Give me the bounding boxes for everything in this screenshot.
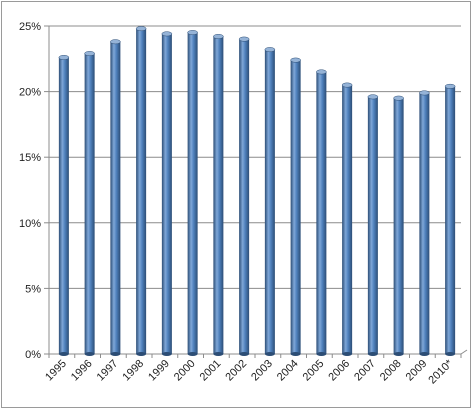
bar <box>161 31 173 356</box>
x-tick-label: 1995 <box>43 358 69 384</box>
bar <box>135 26 147 356</box>
y-tick-label: 20% <box>19 87 41 99</box>
y-tick-label: 10% <box>19 218 41 230</box>
y-tick-label: 15% <box>19 152 41 164</box>
x-tick-label: 2009 <box>404 358 430 384</box>
bar-base <box>367 352 378 356</box>
bar-top <box>444 83 456 89</box>
bar-base <box>58 352 69 356</box>
y-tick-label: 5% <box>25 283 41 295</box>
bar <box>316 69 327 356</box>
x-tick-label: 2000 <box>172 358 198 384</box>
bar <box>444 83 456 356</box>
bar-base <box>213 352 224 356</box>
bar <box>341 82 353 356</box>
bar <box>419 90 430 356</box>
x-tick-label: 2007 <box>352 358 378 384</box>
x-tick-label: 1997 <box>95 358 121 384</box>
bar <box>238 36 250 356</box>
y-axis <box>44 25 50 355</box>
bar <box>393 95 404 356</box>
bar-top <box>110 39 121 45</box>
bar-top <box>213 34 224 39</box>
bar-top <box>290 57 301 63</box>
bar-top <box>238 36 250 42</box>
bar <box>110 39 121 356</box>
bar-base <box>239 352 250 356</box>
bar-body <box>239 39 250 355</box>
bar-base <box>393 352 404 356</box>
bar <box>213 34 224 356</box>
bar-body <box>264 49 275 355</box>
bar <box>264 47 276 356</box>
bar-body <box>445 86 456 355</box>
bar-body <box>136 28 147 355</box>
bar-body <box>316 71 327 355</box>
bar-base <box>342 352 353 356</box>
bar-body <box>84 53 95 354</box>
bar <box>367 94 379 356</box>
x-tick-label: 1996 <box>69 358 95 384</box>
x-tick-label: 2006 <box>326 358 352 384</box>
x-tick-label: 2004 <box>275 358 301 384</box>
y-tick-label: 0% <box>25 349 41 361</box>
bar-top <box>135 26 147 32</box>
bar-base <box>445 352 456 356</box>
bar-body <box>290 60 301 354</box>
bar-top <box>161 31 173 37</box>
bar-body <box>110 41 121 355</box>
bar-base <box>316 352 327 356</box>
bar-top <box>316 69 327 75</box>
x-tick-label: 2008 <box>378 358 404 384</box>
bar <box>84 51 95 356</box>
x-tick-label: 2001 <box>198 358 224 384</box>
bar-body <box>342 85 353 354</box>
bar-base <box>136 352 147 356</box>
bar-body <box>161 33 172 354</box>
x-tick-label: 2005 <box>301 358 327 384</box>
bar-top <box>84 51 95 57</box>
bar-base <box>110 352 121 356</box>
bar-body <box>367 96 378 355</box>
bar-top <box>367 94 379 100</box>
bar-top <box>58 55 70 60</box>
bar-body <box>419 92 430 355</box>
x-tick-label: 2002 <box>223 358 249 384</box>
x-axis-labels: 1995 1996 1997 1998 1999 2000 2001 2002 2003 2004… <box>43 357 456 386</box>
bar-top <box>264 47 276 53</box>
bar-base <box>290 352 301 356</box>
bar-base <box>419 352 430 356</box>
bar-base <box>264 352 275 356</box>
floor-edge <box>460 349 468 355</box>
bar-top <box>341 82 353 88</box>
bar <box>290 57 301 356</box>
bar-body <box>58 57 69 354</box>
x-tick-label: 2003 <box>249 358 275 384</box>
bar-base <box>84 352 95 356</box>
x-tick-label: 1999 <box>146 358 172 384</box>
bar-body <box>187 32 198 354</box>
bars <box>58 26 456 356</box>
bar-body <box>213 36 224 354</box>
x-tick-label: 1998 <box>120 358 146 384</box>
y-tick-label: 25% <box>19 21 41 33</box>
bar-top <box>393 95 404 101</box>
bar-top <box>187 30 198 36</box>
bar-top <box>419 90 430 96</box>
y-axis-labels: 0% 5% 10% 15% 20% 25% <box>19 21 41 361</box>
bar-base <box>161 352 172 356</box>
x-tick-label: 2010* <box>426 357 455 386</box>
bar-body <box>393 98 404 354</box>
bar <box>187 30 198 356</box>
bar-base <box>187 352 198 356</box>
bar <box>58 55 70 356</box>
